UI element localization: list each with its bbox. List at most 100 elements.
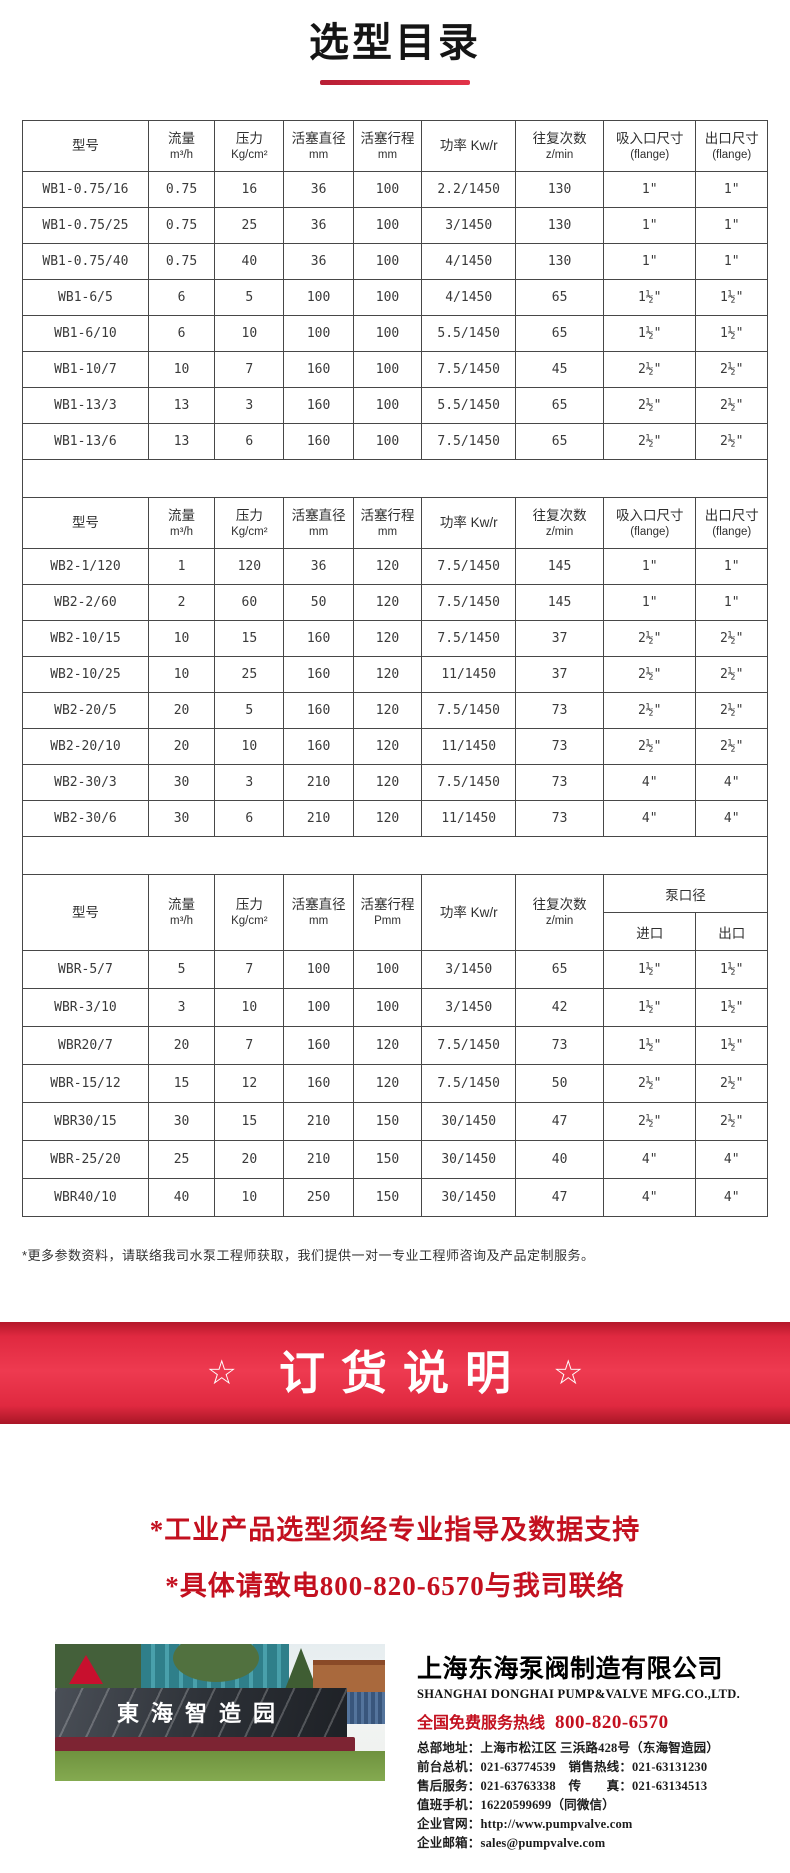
table-row: WBR-5/7 5 7 100 100 3/1450 65 1½" 1½"	[22, 950, 768, 989]
table-row: WBR20/7 20 7 160 120 7.5/1450 73 1½" 1½"	[22, 1026, 768, 1065]
table-cell: 13	[147, 387, 216, 424]
column-header: 活塞行程 mm	[352, 497, 423, 549]
column-header: 压力 Kg/cm²	[214, 874, 285, 951]
wall-caption: 東海智造园	[117, 1701, 288, 1726]
table-cell: 2½"	[695, 692, 768, 729]
table-cell: WBR-15/12	[22, 1064, 149, 1103]
table-cell: 2	[147, 584, 216, 621]
table-cell: 30	[147, 1102, 216, 1141]
table-cell: 1"	[603, 243, 697, 280]
table-cell: WB1-13/6	[22, 423, 149, 460]
table-cell: 100	[352, 207, 423, 244]
table-cell: 0.75	[147, 171, 216, 208]
contact-phones-2: 售后服务：021-63763338 传 真：021-63134513	[417, 1779, 708, 1793]
title-underline	[320, 80, 470, 85]
table-cell: 160	[283, 656, 354, 693]
table-cell: 7	[214, 950, 285, 989]
table-cell: 210	[283, 764, 354, 801]
table-cell: 2½"	[603, 387, 697, 424]
table-cell: 5	[147, 950, 216, 989]
contact-address: 总部地址：上海市松江区 三浜路428号（东海智造园）	[417, 1741, 720, 1755]
table-row: WB1-13/6 13 6 160 100 7.5/1450 65 2½" 2½"	[22, 423, 768, 460]
table-spacer	[22, 837, 768, 874]
table-cell: 250	[283, 1178, 354, 1217]
column-header: 吸入口尺寸 (flange)	[603, 120, 697, 172]
column-header: 型号	[22, 120, 149, 172]
column-header: 型号	[22, 874, 149, 951]
table-cell: 47	[515, 1102, 605, 1141]
notice-section: *工业产品选型须经专业指导及数据支持 *具体请致电800-820-6570与我司…	[0, 1510, 790, 1606]
contact-email: 企业邮箱：sales@pumpvalve.com	[417, 1836, 606, 1850]
order-info-banner: ☆ 订货说明 ☆	[0, 1322, 790, 1424]
table-cell: 40	[214, 243, 285, 280]
table-cell: 1½"	[695, 950, 768, 989]
table-row: WBR30/15 30 15 210 150 30/1450 47 2½" 2½"	[22, 1102, 768, 1141]
table-cell: WB1-0.75/40	[22, 243, 149, 280]
table-cell: 120	[352, 800, 423, 837]
factory-photo: 東海智造园	[55, 1644, 385, 1781]
table-cell: 25	[214, 207, 285, 244]
table-cell: WB1-0.75/25	[22, 207, 149, 244]
table-cell: 11/1450	[421, 656, 517, 693]
hotline-label: 全国免费服务热线	[417, 1715, 546, 1732]
table-cell: 4"	[695, 764, 768, 801]
table-cell: 1"	[603, 207, 697, 244]
table-cell: 120	[352, 728, 423, 765]
table-cell: 7.5/1450	[421, 351, 517, 388]
table-cell: 5.5/1450	[421, 315, 517, 352]
table-cell: 145	[515, 584, 605, 621]
spec-table-wbr: 型号 流量 m³/h 压力 Kg/cm² 活塞直径 mm 活塞行程 Pmm 功率 Kw/r 往复次数…	[22, 874, 768, 1217]
table-cell: 3	[214, 387, 285, 424]
table-cell: WBR-3/10	[22, 988, 149, 1027]
column-header: 往复次数 z/min	[515, 497, 605, 549]
table-cell: 60	[214, 584, 285, 621]
table-cell: 1"	[695, 548, 768, 585]
contact-mobile: 值班手机：16220599699（同微信）	[417, 1798, 615, 1812]
table-cell: 15	[214, 620, 285, 657]
table-cell: 10	[214, 988, 285, 1027]
table-row: WBR40/10 40 10 250 150 30/1450 47 4" 4"	[22, 1178, 768, 1217]
table-cell: 4"	[603, 800, 697, 837]
column-header: 流量 m³/h	[147, 497, 216, 549]
table-cell: 7	[214, 351, 285, 388]
table-cell: 100	[352, 315, 423, 352]
table-cell: 73	[515, 800, 605, 837]
table-cell: 1"	[695, 584, 768, 621]
notice-line-2: *具体请致电800-820-6570与我司联络	[165, 1571, 625, 1601]
table-cell: 2½"	[603, 1102, 697, 1141]
table-cell: 1½"	[695, 279, 768, 316]
table-cell: WB2-30/6	[22, 800, 149, 837]
table-row: WB1-10/7 10 7 160 100 7.5/1450 45 2½" 2½"	[22, 351, 768, 388]
table-cell: WB2-1/120	[22, 548, 149, 585]
table-cell: 1½"	[695, 988, 768, 1027]
table-cell: WB1-6/5	[22, 279, 149, 316]
table-cell: 2½"	[695, 387, 768, 424]
table-row: WBR-3/10 3 10 100 100 3/1450 42 1½" 1½"	[22, 988, 768, 1027]
entrance-wall: 東海智造园	[55, 1688, 347, 1740]
table-cell: 13	[147, 423, 216, 460]
column-subheader: 进口	[603, 912, 697, 951]
contact-phones-1: 前台总机：021-63774539 销售热线：021-63131230	[417, 1760, 708, 1774]
gate-illustration	[343, 1692, 385, 1724]
table-cell: 1½"	[603, 1026, 697, 1065]
table-row: WB1-6/5 6 5 100 100 4/1450 65 1½" 1½"	[22, 279, 768, 316]
table-cell: 73	[515, 692, 605, 729]
company-footer: 東海智造园 上海东海泵阀制造有限公司 SHANGHAI DONGHAI PUMP…	[0, 1644, 790, 1873]
company-logo-icon	[69, 1655, 103, 1684]
table-cell: 1"	[695, 171, 768, 208]
column-header: 活塞行程 mm	[352, 120, 423, 172]
table-cell: 4"	[695, 1178, 768, 1217]
table-cell: 6	[214, 423, 285, 460]
star-icon: ☆	[206, 1354, 237, 1392]
table-cell: 120	[352, 656, 423, 693]
table-cell: 65	[515, 315, 605, 352]
table-cell: 120	[352, 692, 423, 729]
column-subheader: 出口	[695, 912, 768, 951]
table-cell: 4/1450	[421, 279, 517, 316]
table-cell: WBR40/10	[22, 1178, 149, 1217]
table-cell: 20	[147, 728, 216, 765]
table-cell: 100	[352, 351, 423, 388]
table-cell: 1½"	[695, 315, 768, 352]
table-cell: 30	[147, 800, 216, 837]
table-cell: 100	[352, 423, 423, 460]
